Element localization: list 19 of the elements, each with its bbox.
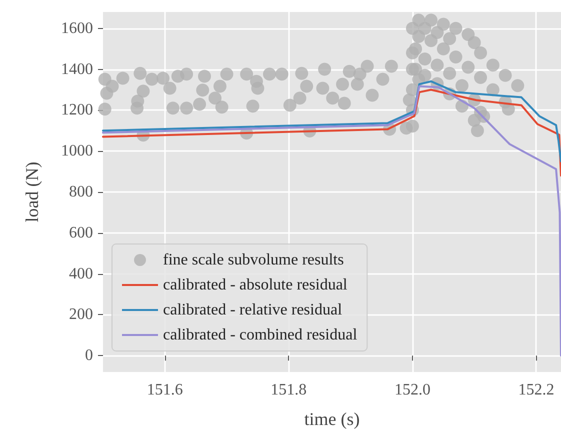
x-axis-title: time (s) — [304, 409, 360, 429]
y-tick-label: 1000 — [61, 142, 93, 160]
y-tick-label: 200 — [69, 306, 93, 324]
y-tick-label: 1600 — [61, 20, 93, 37]
y-axis-title: load (N) — [22, 162, 42, 222]
legend-label: calibrated - combined residual — [163, 326, 358, 344]
legend-label: calibrated - relative residual — [163, 302, 343, 318]
legend-label: fine scale subvolume results — [163, 252, 344, 268]
y-tick-label: 800 — [69, 184, 93, 200]
x-tick-label: 151.6 — [146, 382, 183, 398]
y-tick-label: 400 — [69, 265, 93, 282]
legend-label: calibrated - absolute residual — [163, 276, 348, 294]
y-tick-label: 0 — [85, 347, 93, 364]
y-tick-label: 1400 — [61, 60, 93, 78]
x-tick-label: 152.2 — [518, 382, 554, 398]
y-tick-label: 600 — [69, 224, 93, 242]
x-tick-label: 151.8 — [270, 382, 307, 398]
x-tick-label: 152.0 — [394, 382, 430, 398]
y-tick-label: 1200 — [61, 102, 93, 119]
